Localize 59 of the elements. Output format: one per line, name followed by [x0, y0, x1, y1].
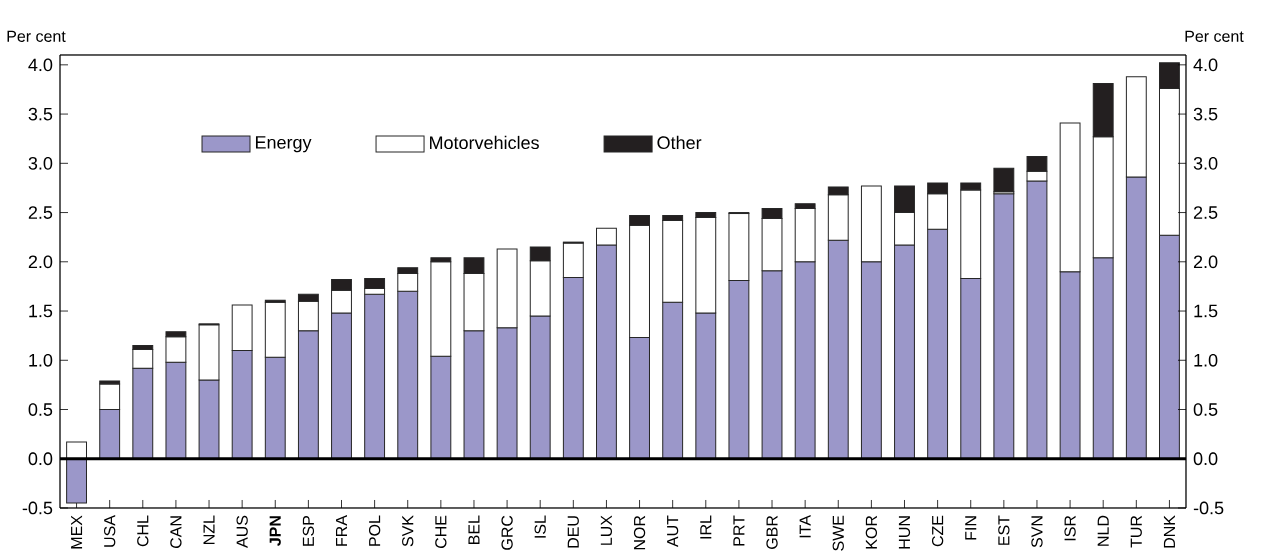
x-tick-label: ITA — [799, 515, 811, 538]
y2-tick-label: 0.0 — [1193, 452, 1218, 466]
x-tick-label: ISR — [1064, 515, 1076, 541]
y2-tick-label: 1.0 — [1194, 353, 1218, 367]
x-tick-label: GBR — [766, 515, 778, 549]
x-tick-label: NZL — [203, 515, 215, 544]
x-tick-label: MEX — [71, 515, 83, 549]
x-tick-label: IRL — [700, 515, 712, 539]
x-tick-label: NLD — [1097, 515, 1109, 546]
x-tick-label: AUT — [667, 515, 679, 548]
y2-tick-label: 2.5 — [1193, 206, 1218, 219]
y-tick-label: 2.5 — [28, 206, 53, 219]
x-tick-label: CZE — [931, 515, 944, 547]
x-tick-label: HUN — [898, 516, 911, 549]
y-tick-label: -0.5 — [22, 501, 53, 515]
x-tick-label: KOR — [865, 515, 878, 549]
y2-tick-label: 4.0 — [1193, 58, 1218, 72]
x-tick-label: CHE — [435, 515, 447, 549]
legend-label: Motorvehicles — [430, 135, 539, 150]
y2-tick-label: 2.0 — [1193, 255, 1218, 269]
x-tick-label: TUR — [1130, 515, 1142, 548]
x-tick-label: CHL — [137, 515, 149, 547]
x-tick-label: BEL — [468, 515, 480, 544]
x-tick-label: DEU — [567, 516, 579, 548]
legend-label: Energy — [255, 136, 312, 153]
x-tick-label: ESP — [302, 515, 315, 546]
y-tick-label: 3.5 — [28, 107, 53, 121]
x-tick-label: FIN — [965, 516, 977, 540]
legend-label: Other — [657, 135, 702, 150]
x-tick-label: LUX — [600, 515, 613, 545]
x-tick-label: ISL — [534, 515, 546, 538]
y-tick-label: 4.0 — [28, 58, 53, 72]
y2-tick-label: 0.5 — [1193, 403, 1218, 416]
x-tick-label: AUS — [236, 515, 248, 548]
y-tick-label: 0.5 — [28, 403, 53, 416]
y2-tick-label: 3.0 — [1193, 156, 1218, 170]
x-tick-label: PRT — [733, 515, 745, 546]
y-tick-label: 2.0 — [28, 255, 53, 269]
y-tick-label: 0.0 — [28, 452, 53, 466]
y2-tick-label: -0.5 — [1193, 501, 1224, 515]
y2-tick-label: 3.5 — [1193, 107, 1218, 121]
y-tick-label: 1.5 — [29, 304, 53, 318]
y-tick-label: 3.0 — [28, 156, 53, 170]
x-tick-label: JPN — [269, 516, 281, 546]
x-tick-label: CAN — [170, 516, 182, 549]
x-tick-label: NOR — [633, 515, 646, 550]
x-tick-label: EST — [998, 515, 1010, 545]
x-tick-label: POL — [368, 515, 381, 546]
x-tick-label: SWE — [832, 515, 844, 551]
x-tick-label: FRA — [335, 515, 347, 546]
y-axis-title: Per cent — [7, 30, 66, 42]
x-tick-label: GRC — [501, 515, 513, 550]
y2-axis-title: Per cent — [1185, 30, 1244, 42]
x-tick-label: DNK — [1163, 515, 1175, 548]
x-tick-label: SVN — [1031, 516, 1043, 548]
y2-tick-label: 1.5 — [1194, 304, 1218, 318]
x-tick-label: SVK — [402, 515, 414, 547]
y-tick-label: 1.0 — [29, 353, 53, 367]
x-tick-label: USA — [104, 515, 116, 547]
